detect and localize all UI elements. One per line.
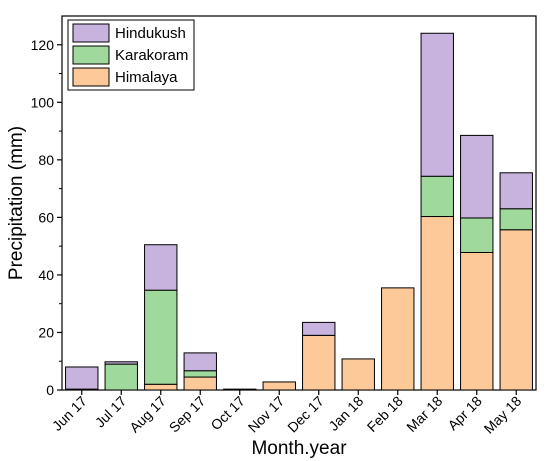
bar-himalaya-oct-17 [223,388,257,391]
x-axis-title: Month.year [251,438,347,459]
legend-swatch-karakoram [72,45,110,65]
plot-frame [61,15,537,391]
bar-hindukush-dec-17 [302,321,336,336]
legend: Hindukush Karakoram Himalaya [67,19,195,91]
bar-karakoram-apr-18 [460,217,494,253]
bar-himalaya-nov-17 [262,381,296,391]
y-tick-label: 0 [46,382,54,398]
x-tick-label: Jul 17 [92,393,130,431]
x-tick-label: Jun 17 [49,393,90,434]
x-tick-label: Dec 17 [284,393,327,436]
legend-label-himalaya: Himalaya [115,69,178,86]
bar-karakoram-aug-17 [144,289,178,385]
bar-hindukush-jun-17 [65,366,99,390]
bar-karakoram-sep-17 [183,370,217,378]
bar-himalaya-sep-17 [183,376,217,391]
legend-swatch-himalaya [72,67,110,87]
bar-himalaya-feb-18 [381,287,415,391]
bar-hindukush-may-18 [499,172,533,210]
x-tick-label: Mar 18 [403,393,445,435]
bar-karakoram-may-18 [499,208,533,231]
bar-hindukush-aug-17 [144,244,178,291]
bar-hindukush-mar-18 [420,32,454,177]
x-tick-label: Apr 18 [444,393,485,434]
x-tick-label: Oct 17 [207,393,248,434]
bar-himalaya-aug-17 [144,383,178,391]
bar-himalaya-apr-18 [460,251,494,391]
y-tick-label: 20 [38,324,54,340]
legend-swatch-hindukush [72,23,110,43]
y-tick-label: 40 [38,267,54,283]
bar-himalaya-jan-18 [341,358,375,391]
x-tick-label: Nov 17 [245,393,288,436]
bar-hindukush-sep-17 [183,352,217,372]
x-tick-label: May 18 [481,393,525,437]
y-tick-label: 100 [31,94,55,110]
bars-group [65,32,533,391]
legend-label-hindukush: Hindukush [115,25,186,42]
x-tick-label: Sep 17 [166,393,209,436]
y-tick-label: 80 [38,152,54,168]
bar-hindukush-jul-17 [104,361,138,365]
y-tick-label: 60 [38,209,54,225]
bar-karakoram-mar-18 [420,175,454,218]
y-tick-label: 120 [31,37,55,53]
bar-himalaya-dec-17 [302,334,336,391]
x-tick-label: Jan 18 [325,393,366,434]
bar-hindukush-apr-18 [460,134,494,219]
bar-himalaya-mar-18 [420,216,454,391]
x-tick-label: Feb 18 [364,393,406,435]
x-tick-label: Aug 17 [126,393,169,436]
bar-karakoram-jul-17 [104,363,138,391]
bar-himalaya-may-18 [499,229,533,391]
legend-label-karakoram: Karakoram [115,47,188,64]
y-axis-title: Precipitation (mm) [6,126,27,280]
y-axis: 0 20 40 60 80 100 120 [31,37,62,398]
